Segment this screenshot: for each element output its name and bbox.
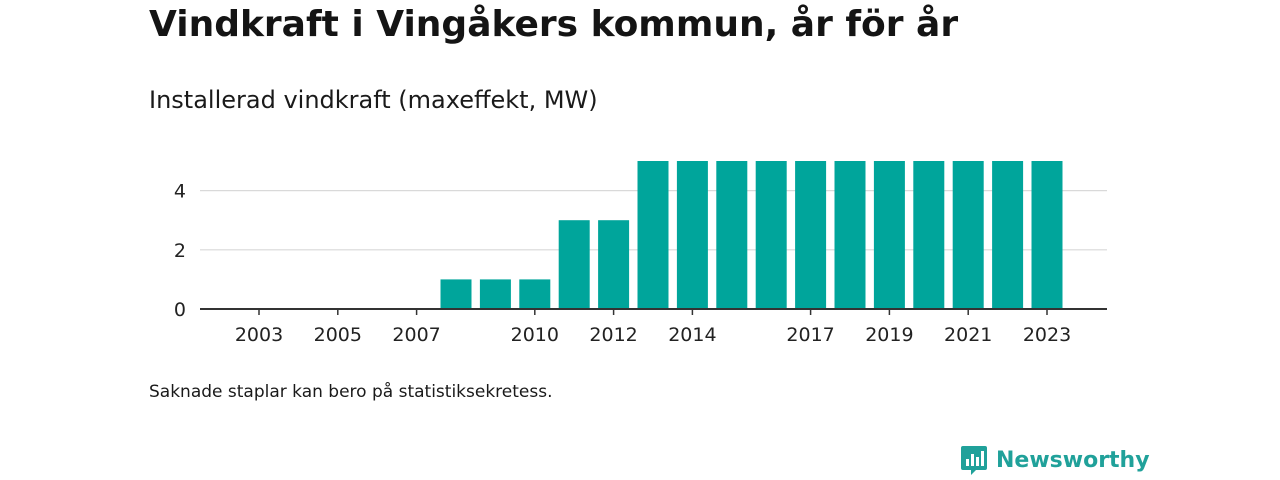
bar-2013 xyxy=(637,161,669,309)
bar-2016 xyxy=(755,161,787,309)
bar-chart: 0 2 4 2003 2005 2007 2010 2012 2014 2017 2019 2021 2… xyxy=(174,161,1107,346)
x-tick-label-2017: 2017 xyxy=(786,324,834,346)
x-tick-label-2007: 2007 xyxy=(392,324,440,346)
x-tick-label-2010: 2010 xyxy=(511,324,559,346)
x-tick-label-2003: 2003 xyxy=(235,324,283,346)
x-tick-label-2014: 2014 xyxy=(668,324,716,346)
y-tick-label-4: 4 xyxy=(174,181,186,203)
bar-2011 xyxy=(558,220,590,309)
bar-2020 xyxy=(913,161,945,309)
bar-2010 xyxy=(519,279,551,309)
x-tick-label-2021: 2021 xyxy=(944,324,992,346)
x-tick-label-2012: 2012 xyxy=(589,324,637,346)
footnote: Saknade staplar kan bero på statistiksek… xyxy=(149,382,553,402)
bar-2012 xyxy=(598,220,630,309)
bar-2021 xyxy=(952,161,984,309)
bar-2022 xyxy=(992,161,1024,309)
brand-name: Newsworthy xyxy=(996,447,1150,473)
y-tick-label-0: 0 xyxy=(174,299,186,321)
bar-2014 xyxy=(676,161,708,309)
newsworthy-logo-icon xyxy=(961,446,987,475)
brand: Newsworthy xyxy=(960,444,1150,476)
x-tick-label-2005: 2005 xyxy=(314,324,362,346)
x-tick-label-2023: 2023 xyxy=(1023,324,1071,346)
chart-title: Vindkraft i Vingåkers kommun, år för år xyxy=(149,4,959,45)
x-tick-label-2019: 2019 xyxy=(865,324,913,346)
y-tick-label-2: 2 xyxy=(174,240,186,262)
bar-2015 xyxy=(716,161,748,309)
bar-2017 xyxy=(795,161,827,309)
bar-2023 xyxy=(1031,161,1063,309)
bar-2008 xyxy=(440,279,472,309)
bar-2018 xyxy=(834,161,866,309)
bar-2019 xyxy=(873,161,905,309)
chart-subtitle: Installerad vindkraft (maxeffekt, MW) xyxy=(149,86,598,114)
bar-2009 xyxy=(479,279,511,309)
